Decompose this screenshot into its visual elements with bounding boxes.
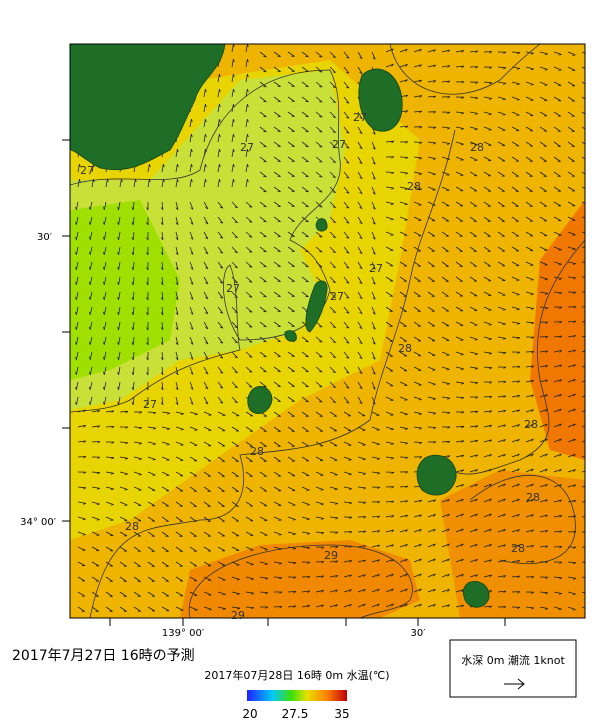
contour-label: 27 bbox=[240, 141, 254, 154]
legend-label: 水深 0m 潮流 1knot bbox=[461, 653, 565, 667]
colorbar bbox=[247, 690, 347, 701]
contour-label: 27 bbox=[332, 138, 346, 151]
title: 2017年7月27日 16時の予測 bbox=[12, 648, 195, 664]
contour-label: 28 bbox=[526, 491, 540, 504]
map-area bbox=[70, 44, 585, 618]
axis-ticks bbox=[62, 139, 506, 626]
contour-labels: 27 27 27 27 28 28 27 27 27 28 27 28 28 28 28 28 29 29 bbox=[80, 111, 540, 622]
lon-label: 139° 00′ bbox=[162, 628, 205, 639]
contour-label: 27 bbox=[353, 111, 367, 124]
legend-arrow bbox=[504, 678, 525, 690]
contour-label: 28 bbox=[398, 342, 412, 355]
contour-label: 28 bbox=[511, 542, 525, 555]
contour-label: 27 bbox=[330, 290, 344, 303]
sea-green bbox=[70, 200, 180, 380]
contour-label: 28 bbox=[407, 180, 421, 193]
contour-label: 27 bbox=[80, 164, 94, 177]
map-frame bbox=[69, 43, 586, 619]
colorbar-label: 27.5 bbox=[282, 707, 309, 721]
contour-label: 27 bbox=[369, 262, 383, 275]
contour-label: 29 bbox=[324, 549, 338, 562]
colorbar-label: 35 bbox=[334, 707, 349, 721]
lon-label: 30′ bbox=[411, 628, 427, 639]
contour-label: 28 bbox=[250, 445, 264, 458]
contour-label: 28 bbox=[524, 418, 538, 431]
lat-label: 34° 00′ bbox=[20, 517, 57, 528]
contours bbox=[70, 44, 585, 618]
islands bbox=[70, 44, 490, 608]
contour-label: 27 bbox=[143, 398, 157, 411]
subtitle: 2017年07月28日 16時 0m 水温(℃) bbox=[204, 668, 389, 682]
colorbar-label: 20 bbox=[242, 707, 257, 721]
contour-label: 28 bbox=[125, 520, 139, 533]
lat-label: 30′ bbox=[37, 232, 53, 243]
legend-box bbox=[449, 639, 577, 698]
contour-label: 28 bbox=[470, 141, 484, 154]
contour-label: 27 bbox=[226, 282, 240, 295]
contour-label: 29 bbox=[231, 609, 245, 622]
